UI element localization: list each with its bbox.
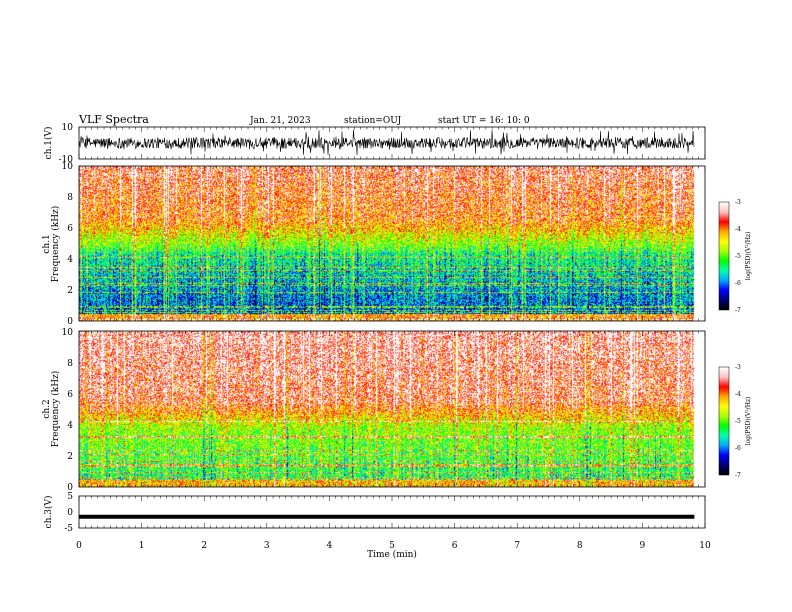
ch1-ytick-0: 0	[67, 317, 73, 327]
time-tick-label-10: 10	[699, 541, 711, 551]
ch2-cb-tick-4: -4	[735, 391, 741, 398]
date-label: Jan. 21, 2023	[249, 116, 311, 126]
ch2-cb-tick-5: -5	[735, 418, 741, 425]
ch2-ytick-6: 6	[67, 390, 73, 400]
ch1-colorbar-label: log(PSD)(V²/Hz)	[745, 232, 752, 281]
ch1-spectrogram-panel: 0 2 4 6 8 10 ch.1 Frequency (kHz) -3 -4 …	[42, 162, 752, 327]
ch1-cb-tick-3: -3	[735, 199, 741, 206]
ch2-spectrogram-panel: 0 2 4 6 8 10 ch.2 Frequency (kHz) -3 -4 …	[42, 328, 752, 493]
ch3-ytick-0: 0	[67, 508, 73, 518]
ch1-cb-tick-7: -7	[735, 307, 741, 314]
time-tick-label-4: 4	[327, 541, 333, 551]
ch1-ylabel: ch.1(V)	[43, 127, 54, 160]
time-ticks	[78, 127, 706, 528]
ch1-spec-ylabel-freq: Frequency (kHz)	[50, 206, 61, 283]
time-tick-label-1: 1	[139, 541, 145, 551]
ch1-waveform-trace	[78, 129, 695, 156]
time-tick-label-5: 5	[389, 541, 395, 551]
ch1-ytick-4: 4	[67, 255, 73, 265]
ch1-spectrogram-image	[79, 166, 705, 321]
ch2-colorbar-frame	[718, 366, 730, 476]
time-tick-label-3: 3	[264, 541, 270, 551]
ch2-ytick-8: 8	[67, 359, 73, 369]
ch1-cb-tick-6: -6	[735, 280, 741, 287]
ch2-ytick-4: 4	[67, 421, 73, 431]
ch1-colorbar-frame	[718, 201, 730, 311]
ch2-cb-tick-3: -3	[735, 364, 741, 371]
ch2-ytick-2: 2	[67, 452, 73, 462]
ch2-ytick-10: 10	[62, 328, 74, 338]
time-tick-label-2: 2	[201, 541, 207, 551]
ch3-ytick-5: 5	[67, 492, 73, 502]
ch1-ytick-2: 2	[67, 286, 73, 296]
ch1-ytick-6: 6	[67, 224, 73, 234]
figure-title: VLF Spectra	[78, 113, 149, 126]
ch2-spectrogram-image	[79, 331, 705, 487]
ch2-ytick-0: 0	[67, 483, 73, 493]
ch1-colorbar	[719, 202, 729, 310]
ch1-ytick-8: 8	[67, 193, 73, 203]
time-tick-labels: 0 1 2 3 4 5 6 7 8 9 10	[76, 541, 711, 551]
ch1-cb-tick-4: -4	[735, 226, 741, 233]
time-tick-label-7: 7	[514, 541, 520, 551]
time-tick-label-9: 9	[640, 541, 646, 551]
ch2-cb-tick-7: -7	[735, 472, 741, 479]
ch2-spec-ylabel-freq: Frequency (kHz)	[50, 371, 61, 448]
ch2-cb-tick-6: -6	[735, 445, 741, 452]
time-axis-label: Time (min)	[367, 549, 417, 560]
ch1-ytick-10: 10	[62, 123, 74, 133]
ch3-ylabel: ch.3(V)	[43, 496, 54, 529]
ch2-spec-ylabel-ch: ch.2	[42, 399, 52, 418]
ch3-ytick-neg5: -5	[64, 524, 73, 534]
time-tick-label-0: 0	[76, 541, 82, 551]
station-label: station=OUJ	[344, 116, 402, 126]
ch1-ytick-neg10: -10	[59, 155, 74, 165]
ch1-cb-tick-5: -5	[735, 253, 741, 260]
ch3-waveform-panel: 5 0 -5 ch.3(V)	[43, 492, 706, 534]
time-tick-label-8: 8	[577, 541, 583, 551]
ch2-colorbar-label: log(PSD)(V²/Hz)	[745, 397, 752, 446]
start-time-label: start UT = 16: 10: 0	[438, 116, 530, 126]
ch2-colorbar	[719, 367, 729, 475]
ch1-spec-ylabel-ch: ch.1	[42, 234, 52, 253]
ch1-ytick-10: 10	[62, 162, 74, 172]
ch1-waveform-panel: 10 -10 ch.1(V)	[43, 123, 706, 165]
time-tick-label-6: 6	[452, 541, 458, 551]
